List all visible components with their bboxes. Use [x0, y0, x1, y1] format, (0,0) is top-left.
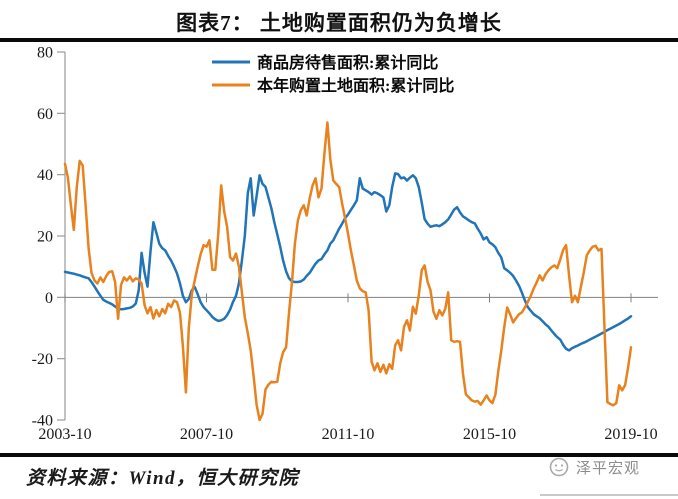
page-title: 图表7： 土地购置面积仍为负增长 [176, 11, 502, 35]
y-tick-label: 40 [37, 167, 53, 184]
legend: 商品房待售面积:累计同比 本年购置土地面积:累计同比 [212, 53, 454, 95]
series-line-land [63, 121, 633, 422]
x-tick-label: 2019-10 [604, 426, 657, 443]
bottom-rule [0, 453, 678, 457]
x-tick-label: 2003-10 [38, 426, 91, 443]
y-tick-label: -40 [32, 413, 53, 430]
watermark: 泽平宏观 [548, 455, 670, 479]
y-tick-label: 60 [37, 106, 53, 123]
x-tick-label: 2015-10 [463, 426, 516, 443]
legend-label-land: 本年购置土地面积:累计同比 [257, 76, 454, 95]
source-text: 资料来源：Wind，恒大研究院 [26, 468, 300, 489]
x-tick-label: 2007-10 [180, 426, 233, 443]
top-rule [0, 38, 678, 42]
y-tick-label: 0 [45, 290, 53, 307]
watermark-text: 泽平宏观 [576, 459, 641, 477]
y-tick-label: 80 [37, 45, 53, 62]
zeping-macro-logo-icon [549, 457, 569, 477]
line-chart: 商品房待售面积:累计同比 本年购置土地面积:累计同比 80 60 40 20 0 -20 -… [32, 45, 658, 443]
y-tick-label: 20 [37, 229, 53, 246]
watermark-underline [540, 494, 678, 496]
y-tick-label: -20 [32, 351, 53, 368]
legend-label-inventory: 商品房待售面积:累计同比 [257, 53, 438, 72]
series-line-inventory [63, 172, 633, 352]
x-tick-label: 2011-10 [322, 426, 375, 443]
